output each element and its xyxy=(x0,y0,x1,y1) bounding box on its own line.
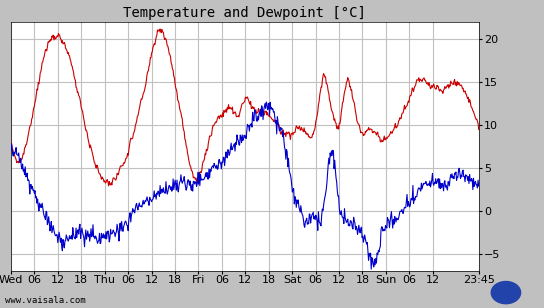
Text: www.vaisala.com: www.vaisala.com xyxy=(5,296,86,305)
Circle shape xyxy=(491,282,521,304)
Title: Temperature and Dewpoint [°C]: Temperature and Dewpoint [°C] xyxy=(123,6,366,20)
